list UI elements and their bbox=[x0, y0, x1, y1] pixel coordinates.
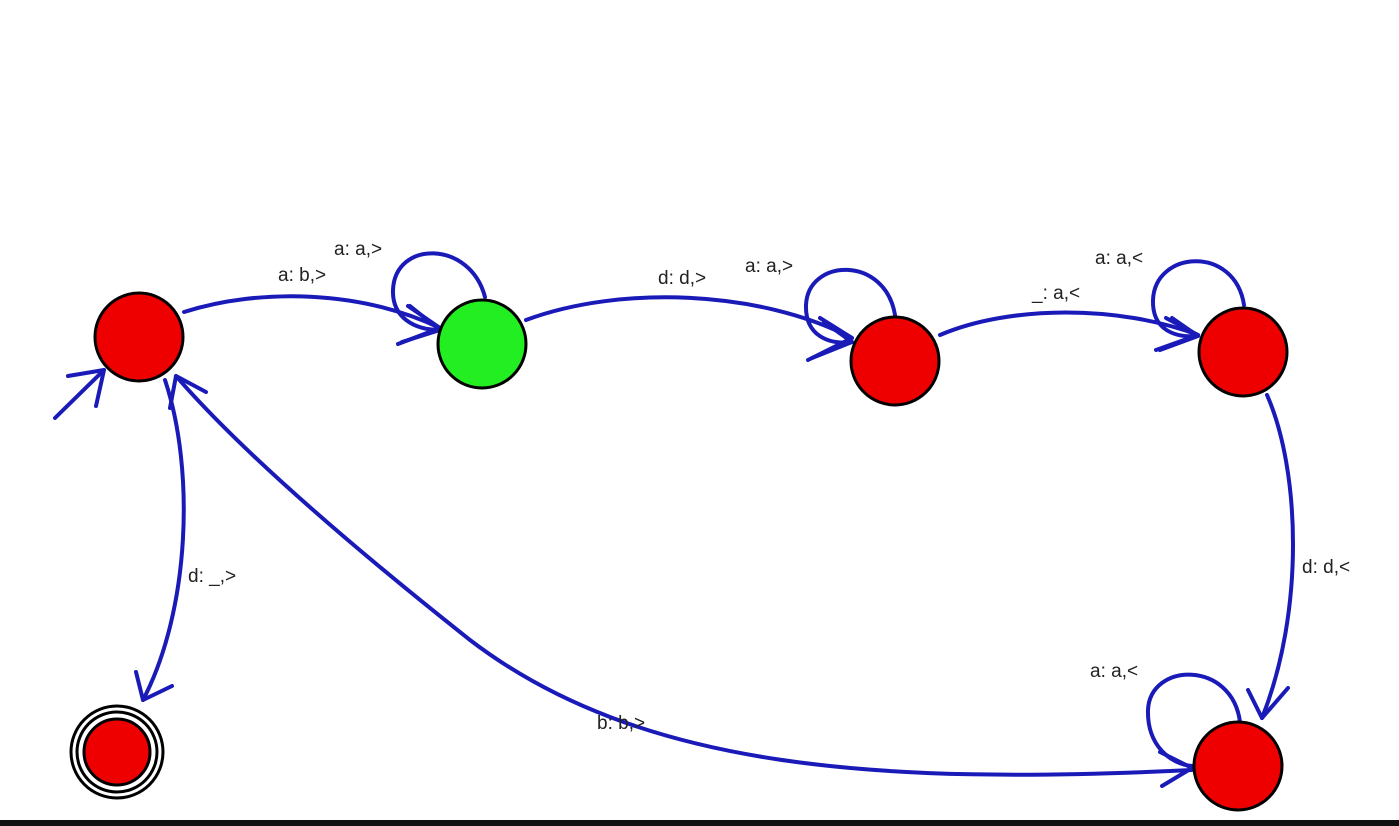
state-q5-final[interactable] bbox=[69, 704, 165, 800]
label-q3-q4: d: d,< bbox=[1302, 557, 1350, 578]
label-q2-loop: a: a,> bbox=[745, 256, 793, 277]
edge-q2-q3 bbox=[938, 310, 1200, 337]
edge-initial bbox=[53, 368, 106, 420]
edge-layer bbox=[53, 251, 1295, 777]
arrowhead-q0-q5 bbox=[134, 670, 174, 702]
state-q2[interactable] bbox=[849, 315, 941, 407]
arrowhead-layer bbox=[66, 304, 1290, 788]
label-q0-q1: a: b,> bbox=[278, 265, 326, 286]
arrowhead-q3-q4 bbox=[1246, 686, 1290, 720]
arrowhead-q4-loop bbox=[1158, 750, 1194, 788]
edge-q4-q0 bbox=[174, 374, 1194, 777]
edge-q1-q2 bbox=[524, 295, 854, 340]
state-q4[interactable] bbox=[1192, 720, 1284, 812]
arrowhead-q2-loop bbox=[810, 320, 854, 360]
edge-q1-loop bbox=[390, 251, 487, 332]
arrowhead-q1-loop bbox=[400, 304, 442, 344]
arrowhead-q4-q0 bbox=[168, 374, 208, 410]
edge-q3-loop bbox=[1150, 259, 1246, 339]
edge-q3-q4 bbox=[1260, 393, 1295, 720]
state-q5 bbox=[82, 717, 152, 787]
label-q4-loop: a: a,< bbox=[1090, 661, 1138, 682]
label-q1-loop: a: a,> bbox=[334, 239, 382, 260]
state-q1[interactable] bbox=[436, 298, 528, 390]
label-q4-q0: b: b,> bbox=[597, 713, 645, 734]
state-q0[interactable] bbox=[93, 291, 185, 383]
label-q0-q5: d: _,> bbox=[188, 566, 236, 587]
label-layer: a: b,> a: a,> d: d,> a: a,> _: a,< a: a,… bbox=[188, 239, 1350, 734]
arrowhead-initial bbox=[66, 368, 106, 408]
edge-q0-q5 bbox=[141, 378, 186, 702]
label-q1-q2: d: d,> bbox=[658, 268, 706, 289]
edge-q2-loop bbox=[803, 267, 897, 345]
label-q3-loop: a: a,< bbox=[1095, 248, 1143, 269]
bottom-border bbox=[0, 820, 1399, 826]
arrowhead-q3-loop bbox=[1158, 316, 1200, 352]
label-q2-q3: _: a,< bbox=[1031, 283, 1080, 304]
state-layer bbox=[69, 291, 1289, 812]
edge-q0-q1 bbox=[182, 294, 442, 330]
state-q3[interactable] bbox=[1197, 306, 1289, 398]
